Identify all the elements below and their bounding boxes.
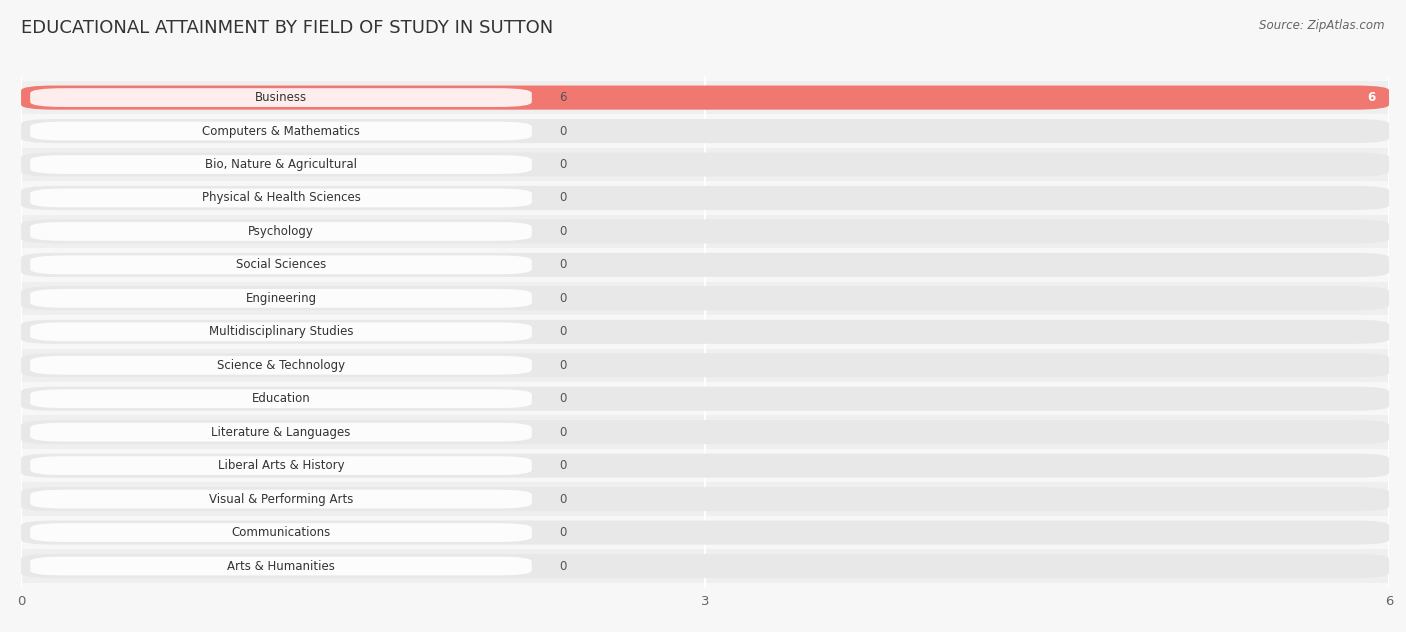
Text: 0: 0 [560,526,567,539]
FancyBboxPatch shape [30,423,531,442]
FancyBboxPatch shape [21,549,1389,583]
Text: Engineering: Engineering [246,292,316,305]
Text: Education: Education [252,392,311,405]
Text: 0: 0 [560,292,567,305]
FancyBboxPatch shape [21,521,1389,545]
FancyBboxPatch shape [30,255,531,274]
FancyBboxPatch shape [21,114,1389,148]
Text: Business: Business [254,91,307,104]
FancyBboxPatch shape [30,523,531,542]
FancyBboxPatch shape [30,121,531,140]
FancyBboxPatch shape [30,188,531,207]
FancyBboxPatch shape [21,449,1389,482]
FancyBboxPatch shape [21,119,1389,143]
FancyBboxPatch shape [21,215,1389,248]
Text: 0: 0 [560,559,567,573]
Text: 0: 0 [560,492,567,506]
FancyBboxPatch shape [21,320,1389,344]
FancyBboxPatch shape [21,282,1389,315]
FancyBboxPatch shape [21,85,1389,109]
Text: Source: ZipAtlas.com: Source: ZipAtlas.com [1260,19,1385,32]
Text: 0: 0 [560,258,567,271]
Text: Physical & Health Sciences: Physical & Health Sciences [201,191,360,205]
FancyBboxPatch shape [21,85,1389,109]
FancyBboxPatch shape [30,222,531,241]
FancyBboxPatch shape [30,155,531,174]
FancyBboxPatch shape [21,253,1389,277]
FancyBboxPatch shape [21,248,1389,282]
FancyBboxPatch shape [21,152,1389,176]
Text: Multidisciplinary Studies: Multidisciplinary Studies [208,325,353,338]
FancyBboxPatch shape [21,286,1389,310]
Text: 0: 0 [560,158,567,171]
Text: Psychology: Psychology [247,225,314,238]
FancyBboxPatch shape [21,516,1389,549]
FancyBboxPatch shape [21,353,1389,377]
FancyBboxPatch shape [21,415,1389,449]
Text: Liberal Arts & History: Liberal Arts & History [218,459,344,472]
Text: 6: 6 [1367,91,1375,104]
FancyBboxPatch shape [30,356,531,375]
FancyBboxPatch shape [21,420,1389,444]
FancyBboxPatch shape [30,289,531,308]
Text: 0: 0 [560,325,567,338]
Text: Computers & Mathematics: Computers & Mathematics [202,125,360,138]
Text: Communications: Communications [232,526,330,539]
FancyBboxPatch shape [21,487,1389,511]
Text: 0: 0 [560,125,567,138]
FancyBboxPatch shape [30,490,531,509]
FancyBboxPatch shape [30,389,531,408]
FancyBboxPatch shape [21,382,1389,415]
FancyBboxPatch shape [30,557,531,575]
FancyBboxPatch shape [30,322,531,341]
Text: Arts & Humanities: Arts & Humanities [228,559,335,573]
FancyBboxPatch shape [21,219,1389,243]
FancyBboxPatch shape [30,88,531,107]
Text: 0: 0 [560,191,567,205]
FancyBboxPatch shape [21,148,1389,181]
FancyBboxPatch shape [21,482,1389,516]
Text: 0: 0 [560,225,567,238]
FancyBboxPatch shape [21,387,1389,411]
FancyBboxPatch shape [21,348,1389,382]
FancyBboxPatch shape [21,81,1389,114]
FancyBboxPatch shape [21,454,1389,478]
Text: Literature & Languages: Literature & Languages [211,426,350,439]
Text: 0: 0 [560,392,567,405]
FancyBboxPatch shape [21,554,1389,578]
Text: Visual & Performing Arts: Visual & Performing Arts [209,492,353,506]
FancyBboxPatch shape [21,186,1389,210]
Text: 0: 0 [560,359,567,372]
Text: 0: 0 [560,426,567,439]
Text: Science & Technology: Science & Technology [217,359,344,372]
Text: 6: 6 [560,91,567,104]
Text: Bio, Nature & Agricultural: Bio, Nature & Agricultural [205,158,357,171]
Text: EDUCATIONAL ATTAINMENT BY FIELD OF STUDY IN SUTTON: EDUCATIONAL ATTAINMENT BY FIELD OF STUDY… [21,19,554,37]
Text: Social Sciences: Social Sciences [236,258,326,271]
FancyBboxPatch shape [21,181,1389,215]
FancyBboxPatch shape [30,456,531,475]
FancyBboxPatch shape [21,315,1389,348]
Text: 0: 0 [560,459,567,472]
